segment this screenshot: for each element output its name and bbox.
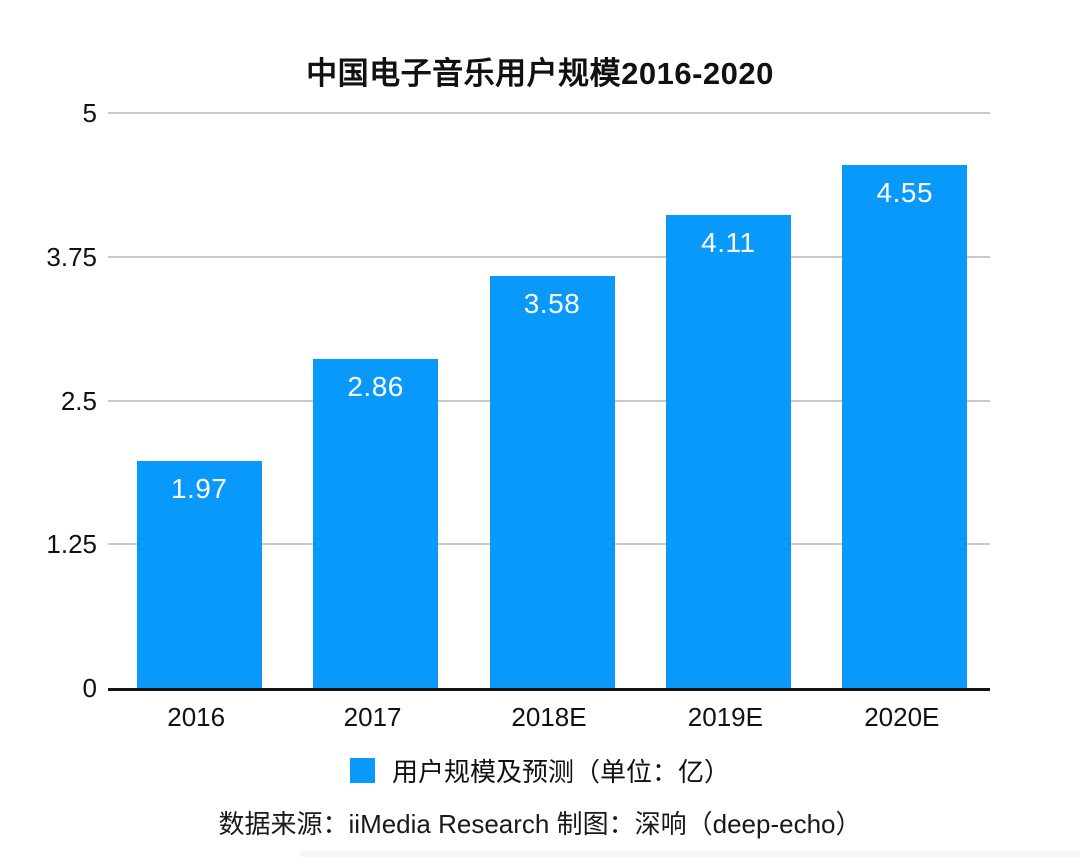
bar-2016: 1.97 [136,461,262,688]
source-attribution: 数据来源：iiMedia Research 制图：深响（deep-echo） [218,809,862,839]
y-tick-label: 1.25 [46,529,97,560]
legend-label: 用户规模及预测（单位：亿） [391,757,730,787]
x-tick-label: 2016 [167,702,226,732]
bar-2017: 2.86 [313,359,439,688]
bar-value-label: 1.97 [170,473,228,505]
x-tick-label: 2020E [864,702,940,732]
bar-value-label: 2.86 [347,371,404,403]
x-tick-label: 2017 [343,702,402,732]
bar-2018E: 3.58 [489,276,615,688]
legend-swatch-icon [349,758,375,783]
y-axis-labels: 0 1.25 2.5 3.75 5 [0,98,97,703]
bar-2019E: 4.11 [665,215,791,688]
x-axis-labels: 2016 2017 2018E 2019E 2020E [108,700,990,734]
y-tick-label: 2.5 [60,385,97,416]
bottom-edge-strip [300,851,1080,857]
x-tick-label: 2018E [511,702,587,732]
bar-2020E: 4.55 [842,164,968,688]
x-tick-label: 2019E [687,702,763,732]
y-tick-label: 3.75 [46,241,97,272]
gridline [108,112,990,114]
legend: 用户规模及预测（单位：亿） [0,752,1080,789]
bar-value-label: 3.58 [523,288,581,320]
gridline [108,255,990,258]
y-tick-label: 5 [82,98,97,128]
bar-value-label: 4.55 [876,176,934,208]
x-axis-baseline [108,688,990,691]
chart-title: 中国电子音乐用户规模2016-2020 [306,56,774,91]
plot-area: 1.97 2.86 3.58 4.11 4.55 [108,112,990,691]
bar-value-label: 4.11 [701,227,756,259]
y-tick-label: 0 [82,673,97,703]
